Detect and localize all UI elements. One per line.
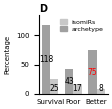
Text: 118: 118 <box>39 55 53 64</box>
Bar <box>65 69 73 94</box>
Text: 8: 8 <box>98 84 103 93</box>
Bar <box>50 79 58 94</box>
Bar <box>97 89 105 94</box>
Bar <box>73 84 82 94</box>
Legend: isomiRs, archetype: isomiRs, archetype <box>59 18 105 33</box>
Text: D: D <box>39 4 47 14</box>
Text: 75: 75 <box>88 67 97 77</box>
Text: 43: 43 <box>64 77 74 86</box>
Bar <box>88 50 97 94</box>
Text: 17: 17 <box>73 84 82 93</box>
Y-axis label: Percentage: Percentage <box>4 35 10 74</box>
Bar <box>42 25 50 94</box>
Text: 25: 25 <box>49 84 59 93</box>
